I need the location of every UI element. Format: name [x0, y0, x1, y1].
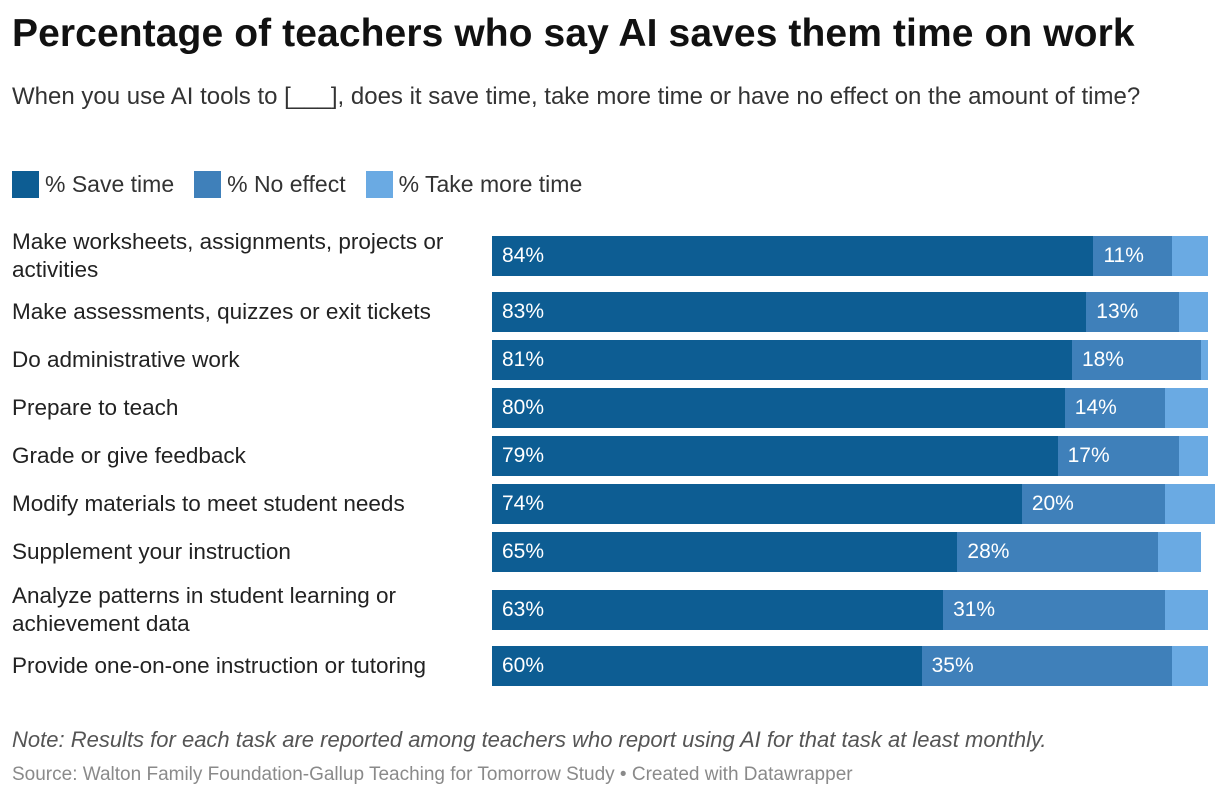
category-label: Make assessments, quizzes or exit ticket… — [12, 299, 431, 324]
bar-segment-take-more-time — [1165, 484, 1216, 524]
bar-value-label: 79% — [502, 444, 545, 467]
category-label: Analyze patterns in student learning or … — [12, 583, 396, 636]
bar-segment-no-effect: 35% — [921, 646, 1173, 686]
bar-value-label: 83% — [502, 300, 545, 323]
legend-label-save-time: % Save time — [45, 171, 175, 197]
bar-row: 60% 35% — [492, 646, 1208, 686]
category-label: Do administrative work — [12, 347, 240, 372]
bar-segment-save-time: 80% — [492, 388, 1065, 428]
chart-title: Percentage of teachers who say AI saves … — [12, 12, 1135, 55]
category-label: Make worksheets, assignments, projects o… — [12, 229, 444, 282]
bar-row: 80% 14% — [492, 388, 1208, 428]
bar-value-label: 74% — [502, 492, 545, 515]
bar-segment-save-time: 65% — [492, 532, 958, 572]
bar-value-label: 65% — [502, 540, 545, 563]
bar-segment-no-effect: 18% — [1071, 340, 1201, 380]
legend-swatch-take-more-time — [365, 171, 393, 198]
bar-value-label: 80% — [502, 396, 545, 419]
bar-row: 74% 20% — [492, 484, 1216, 524]
bar-row: 65% 28% — [492, 532, 1201, 572]
bar-value-label: 81% — [502, 348, 545, 371]
chart-subtitle: When you use AI tools to [___], does it … — [12, 83, 1141, 110]
category-label: Modify materials to meet student needs — [12, 491, 405, 516]
bar-value-label: 20% — [1031, 492, 1074, 515]
bar-row: 79% 17% — [492, 436, 1208, 476]
bar-segment-save-time: 60% — [492, 646, 922, 686]
bar-value-label: 35% — [931, 654, 974, 677]
category-label: Prepare to teach — [12, 395, 179, 420]
bar-value-label: 28% — [967, 540, 1010, 563]
bar-segment-no-effect: 13% — [1086, 292, 1180, 332]
bar-value-label: 84% — [502, 244, 545, 267]
bar-segment-no-effect: 28% — [957, 532, 1158, 572]
bar-segment-no-effect: 20% — [1021, 484, 1166, 524]
bar-value-label: 17% — [1067, 444, 1110, 467]
bar-value-label: 11% — [1103, 244, 1144, 267]
bar-segment-take-more-time — [1179, 292, 1208, 332]
bar-segment-save-time: 81% — [492, 340, 1072, 380]
bar-row: 84% 11% — [492, 236, 1208, 276]
bar-segment-take-more-time — [1172, 646, 1208, 686]
legend-label-take-more-time: % Take more time — [398, 171, 583, 197]
bar-row: 83% 13% — [492, 292, 1208, 332]
bar-segment-take-more-time — [1165, 388, 1208, 428]
bar-segment-no-effect: 14% — [1064, 388, 1166, 428]
category-label: Grade or give feedback — [12, 443, 246, 468]
bar-value-label: 14% — [1074, 396, 1117, 419]
chart-note: Note: Results for each task are reported… — [12, 727, 1047, 752]
bar-value-label: 18% — [1081, 348, 1124, 371]
bar-segment-no-effect: 31% — [943, 590, 1166, 630]
bar-segment-save-time: 74% — [492, 484, 1022, 524]
bar-value-label: 13% — [1096, 300, 1139, 323]
bar-segment-no-effect: 17% — [1057, 436, 1180, 476]
legend-item-save-time: % Save time — [12, 171, 174, 198]
bar-value-label: 63% — [502, 598, 545, 621]
bar-segment-save-time: 79% — [492, 436, 1058, 476]
bar-row: 63% 31% — [492, 590, 1208, 630]
bar-segment-save-time: 83% — [492, 292, 1087, 332]
category-label: Provide one-on-one instruction or tutori… — [12, 653, 426, 678]
bar-segment-take-more-time — [1165, 590, 1208, 630]
legend-item-take-more-time: % Take more time — [365, 171, 583, 198]
bar-segment-save-time: 84% — [492, 236, 1094, 276]
bar-segment-take-more-time — [1179, 436, 1208, 476]
bar-segment-save-time: 63% — [492, 590, 944, 630]
bar-segment-no-effect: 11% — [1093, 236, 1173, 276]
chart-source: Source: Walton Family Foundation-Gallup … — [12, 764, 853, 785]
bar-value-label: 31% — [953, 598, 996, 621]
legend-swatch-no-effect — [194, 171, 222, 198]
category-label: Supplement your instruction — [12, 539, 291, 564]
legend-swatch-save-time — [12, 171, 39, 198]
bar-segment-take-more-time — [1200, 340, 1208, 380]
legend-item-no-effect: % No effect — [194, 171, 346, 198]
bar-value-label: 60% — [502, 654, 545, 677]
legend-label-no-effect: % No effect — [227, 171, 346, 197]
bar-segment-take-more-time — [1157, 532, 1201, 572]
bar-segment-take-more-time — [1172, 236, 1208, 276]
bar-row: 81% 18% — [492, 340, 1208, 380]
legend: % Save time % No effect % Take more time — [12, 171, 602, 198]
